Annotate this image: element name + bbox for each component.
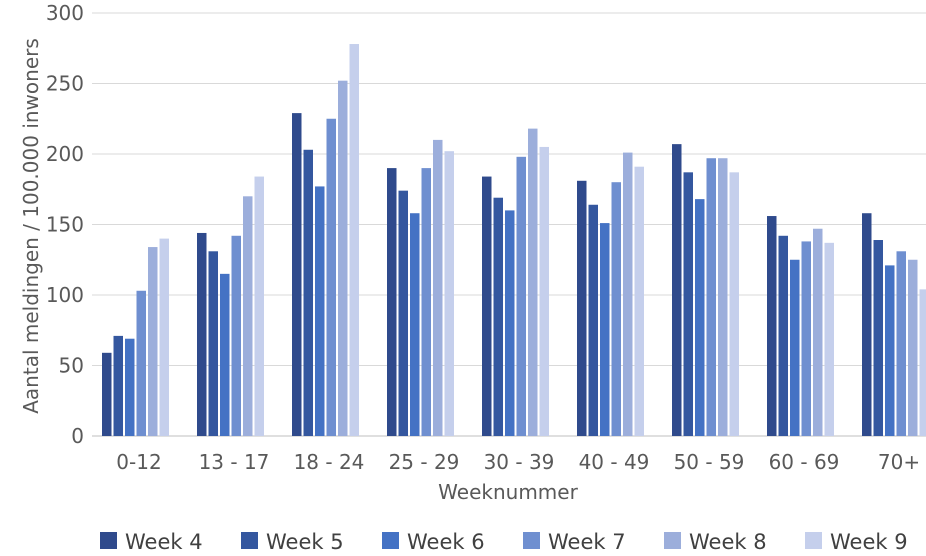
bar [706, 158, 716, 437]
bar [695, 199, 705, 436]
bar [315, 186, 325, 436]
y-tick-labels: 0 50 100 150 200 250 300 [46, 1, 84, 448]
x-tick-label: 18 - 24 [294, 450, 365, 474]
legend-label: Week 4 [125, 530, 203, 554]
bar [231, 235, 241, 436]
bar [136, 290, 146, 436]
bar [254, 176, 264, 436]
bar [113, 335, 123, 436]
bar [398, 190, 408, 436]
x-axis-title: Weeknummer [438, 480, 578, 504]
bar [790, 259, 800, 436]
legend: Week 4 Week 5 Week 6 Week 7 Week 8 Week 9 [100, 530, 908, 554]
bar [801, 241, 811, 436]
bar [862, 213, 872, 436]
legend-swatch [241, 532, 258, 549]
bar [873, 240, 883, 436]
bar [410, 213, 420, 436]
x-tick-label: 13 - 17 [199, 450, 270, 474]
bar [577, 180, 587, 436]
x-tick-label: 25 - 29 [389, 450, 460, 474]
bar [600, 223, 610, 436]
bar [125, 338, 135, 436]
x-tick-label: 50 - 59 [674, 450, 745, 474]
y-tick-label: 250 [46, 72, 84, 96]
y-tick-label: 150 [46, 213, 84, 237]
bar [482, 176, 492, 436]
bars [102, 44, 926, 437]
bar [421, 168, 431, 436]
bar [516, 156, 526, 436]
bar [885, 265, 895, 436]
bar [588, 204, 598, 436]
bar [634, 166, 644, 436]
bar [493, 197, 503, 436]
bar [102, 352, 112, 436]
y-tick-label: 300 [46, 1, 84, 25]
bar [539, 146, 549, 436]
bar [326, 118, 336, 436]
bar [444, 151, 454, 436]
bar [683, 172, 693, 436]
bar [220, 273, 230, 436]
bar [292, 113, 302, 437]
bar [824, 242, 834, 436]
bar [778, 235, 788, 436]
bar [159, 238, 169, 436]
y-tick-label: 100 [46, 283, 84, 307]
legend-label: Week 9 [830, 530, 908, 554]
x-tick-label: 70+ [878, 450, 920, 474]
bar [896, 251, 906, 436]
legend-swatch [805, 532, 822, 549]
bar [611, 182, 621, 436]
legend-label: Week 8 [689, 530, 767, 554]
legend-swatch [100, 532, 117, 549]
bar [387, 168, 397, 436]
bar [303, 149, 313, 436]
bar [528, 128, 538, 436]
bar [243, 196, 253, 436]
bar [813, 228, 823, 436]
bar [672, 144, 682, 436]
legend-swatch [523, 532, 540, 549]
bar [505, 210, 515, 436]
bar [433, 139, 443, 436]
y-tick-label: 200 [46, 142, 84, 166]
bar [718, 158, 728, 437]
bar [767, 216, 777, 436]
bar [349, 44, 359, 437]
y-tick-label: 0 [71, 424, 84, 448]
x-tick-label: 30 - 39 [484, 450, 555, 474]
y-tick-label: 50 [59, 354, 84, 378]
bar [208, 251, 218, 436]
legend-label: Week 7 [548, 530, 626, 554]
x-tick-label: 0-12 [116, 450, 161, 474]
legend-label: Week 5 [266, 530, 344, 554]
bar [338, 80, 348, 437]
x-tick-label: 40 - 49 [579, 450, 650, 474]
bar [729, 172, 739, 436]
legend-label: Week 6 [407, 530, 485, 554]
bar [197, 232, 207, 436]
bar [908, 259, 918, 436]
bar [148, 247, 158, 436]
x-tick-label: 60 - 69 [769, 450, 840, 474]
legend-swatch [382, 532, 399, 549]
x-tick-labels: 0-12 13 - 17 18 - 24 25 - 29 30 - 39 40 - 49 5… [116, 450, 920, 474]
legend-swatch [664, 532, 681, 549]
bar [919, 289, 926, 436]
y-axis-title: Aantal meldingen / 100.000 inwoners [19, 38, 43, 414]
bar [623, 152, 633, 436]
